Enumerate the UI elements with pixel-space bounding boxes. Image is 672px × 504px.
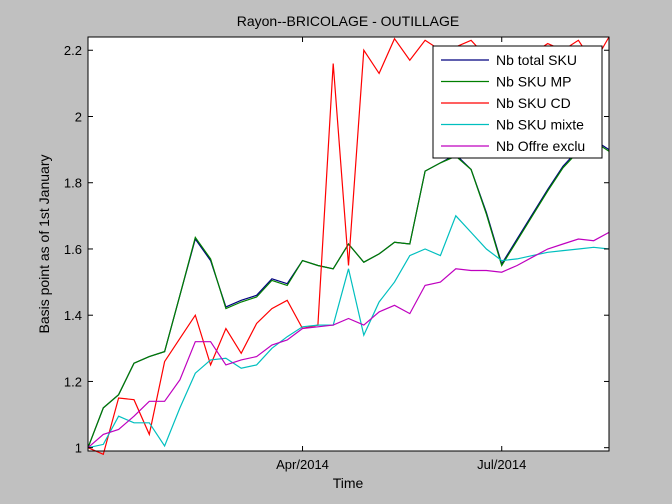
legend-label: Nb SKU CD: [496, 95, 571, 111]
y-tick-label: 2.2: [64, 43, 82, 58]
y-tick-label: 1.2: [64, 374, 82, 389]
x-tick-label: Jul/2014: [477, 457, 526, 472]
legend: Nb total SKU Nb SKU MP Nb SKU CD Nb SKU mix…: [432, 45, 603, 159]
y-tick-label: 1.8: [64, 176, 82, 191]
legend-box: [432, 45, 603, 159]
axes: 1 1.2 1.4 1.6 1.8 2 2.2 Apr/2014 Jul/2014: [64, 37, 609, 472]
series-line-nb-sku-mixte: [87, 214, 610, 449]
y-axis-label: Basis point as of 1st January: [36, 155, 52, 334]
legend-label: Nb total SKU: [496, 52, 577, 68]
y-tick-label: 1: [75, 441, 82, 456]
x-axis-label: Time: [333, 475, 364, 491]
y-tick-label: 2: [75, 109, 82, 124]
legend-label: Nb Offre exclu: [496, 138, 585, 154]
legend-label: Nb SKU MP: [496, 74, 571, 90]
legend-label: Nb SKU mixte: [496, 117, 584, 133]
plot-frame: [87, 36, 610, 452]
series-line-nb-offre-exclu: [87, 231, 610, 449]
y-tick-label: 1.6: [64, 242, 82, 257]
chart-title: Rayon--BRICOLAGE - OUTILLAGE: [237, 13, 460, 29]
series-line-nb-sku-mp: [87, 140, 610, 448]
y-tick-label: 1.4: [64, 308, 82, 323]
x-tick-label: Apr/2014: [276, 457, 329, 472]
